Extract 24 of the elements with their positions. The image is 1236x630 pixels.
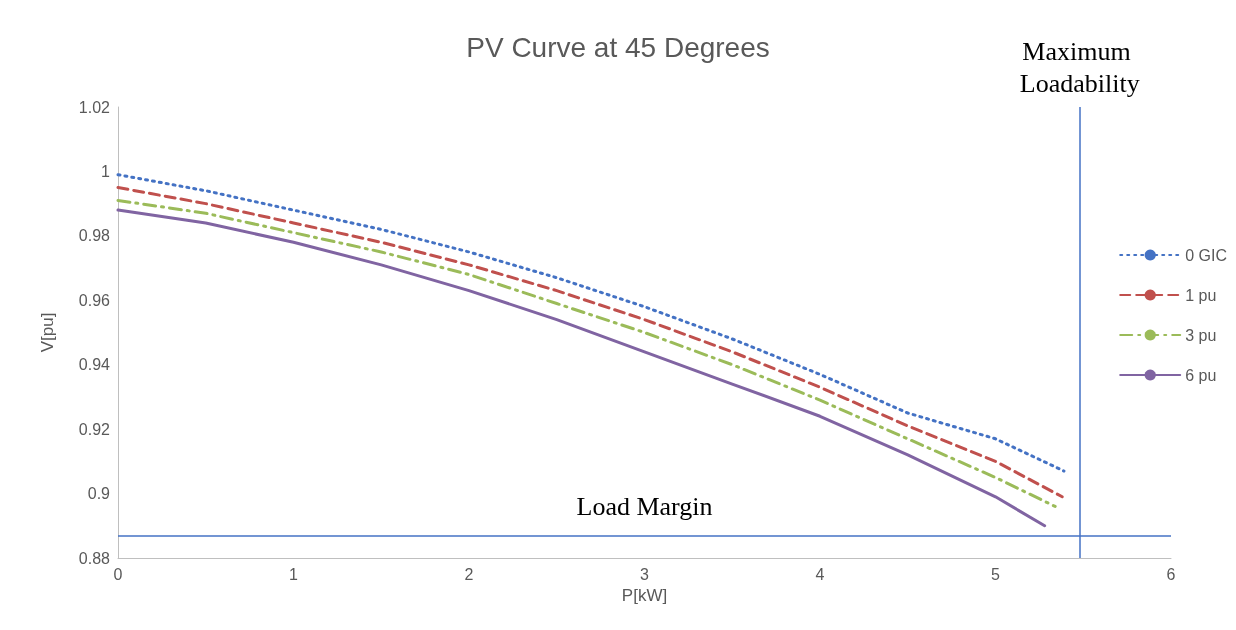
- legend-label: 3 pu: [1185, 326, 1217, 344]
- x-tick-label: 4: [815, 565, 825, 583]
- y-tick-label: 0.92: [78, 420, 111, 438]
- y-tick-label: 0.98: [78, 227, 111, 245]
- y-tick-label: 0.94: [78, 356, 111, 374]
- y-tick-label: 1: [101, 162, 111, 180]
- chart-title: PV Curve at 45 Degrees: [466, 31, 770, 63]
- x-axis-title: P[kW]: [621, 585, 668, 605]
- x-tick-label: 3: [640, 565, 650, 583]
- legend-label: 6 pu: [1185, 366, 1217, 384]
- y-tick-label: 0.96: [78, 291, 111, 309]
- x-tick-label: 6: [1166, 565, 1176, 583]
- x-tick-label: 0: [113, 565, 123, 583]
- x-tick-label: 5: [991, 565, 1001, 583]
- legend-label: 0 GIC: [1185, 246, 1228, 264]
- y-tick-label: 0.9: [87, 485, 111, 503]
- legend-label: 1 pu: [1185, 286, 1217, 304]
- y-axis-title: V[pu]: [38, 312, 57, 353]
- x-tick-label: 2: [464, 565, 474, 583]
- ref-line-label: Maximum Loadability: [1019, 36, 1140, 98]
- y-tick-label: 1.02: [78, 98, 111, 116]
- x-tick-label: 1: [289, 565, 299, 583]
- y-tick-label: 0.88: [78, 549, 111, 567]
- ref-line-label: Load Margin: [576, 491, 713, 521]
